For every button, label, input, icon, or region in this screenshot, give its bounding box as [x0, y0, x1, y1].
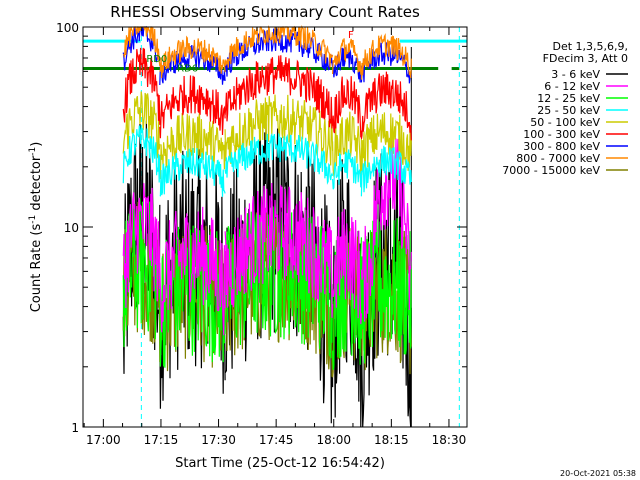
- legend-label-4: 50 - 100 keV: [530, 116, 600, 129]
- legend-label-8: 7000 - 15000 keV: [502, 164, 600, 177]
- plot-area: RD0 RD6 F: [83, 24, 467, 428]
- x-tick-label-5: 18:15: [374, 433, 409, 447]
- annotation-1: RD6: [177, 63, 198, 74]
- legend-label-7: 800 - 7000 keV: [516, 152, 600, 165]
- y-tick-label-1: 10: [64, 221, 79, 235]
- annotation-0: RD0: [146, 54, 167, 65]
- y-axis-label-sup1: -1: [28, 215, 38, 224]
- y-axis-label-mid: detector: [29, 155, 44, 215]
- legend-label-5: 100 - 300 keV: [523, 128, 600, 141]
- x-axis: 17:00 17:15 17:30 17:45 18:00 18:15 18:30: [83, 27, 467, 447]
- y-axis: 1 10 100: [56, 21, 467, 435]
- series-line-12-25-kev: [122, 197, 412, 370]
- legend-label-0: 3 - 6 keV: [551, 68, 600, 81]
- legend-header-0: Det 1,3,5,6,9,: [552, 40, 628, 53]
- legend-label-6: 300 - 800 keV: [523, 140, 600, 153]
- legend-label-1: 6 - 12 keV: [544, 80, 600, 93]
- annotation-2: F: [348, 30, 354, 41]
- x-tick-label-3: 17:45: [259, 433, 294, 447]
- generation-timestamp: 20-Oct-2021 05:38: [560, 469, 636, 478]
- series-line-50-100-kev: [122, 91, 412, 180]
- x-tick-label-1: 17:15: [144, 433, 179, 447]
- series-line-100-300-kev: [122, 47, 412, 141]
- series-line-6-12-kev: [122, 133, 412, 336]
- series-line-25-50-kev: [122, 124, 412, 197]
- x-tick-label-0: 17:00: [86, 433, 121, 447]
- chart-title: RHESSI Observing Summary Count Rates: [110, 3, 420, 21]
- y-axis-label: Count Rate (s-1 detector-1): [28, 142, 44, 313]
- y-axis-label-sup2: -1: [28, 147, 38, 156]
- legend-header-1: FDecim 3, Att 0: [543, 52, 628, 65]
- y-axis-label-end: ): [29, 142, 44, 147]
- x-axis-label: Start Time (25-Oct-12 16:54:42): [175, 456, 385, 471]
- legend-label-3: 25 - 50 keV: [537, 104, 600, 117]
- legend-label-2: 12 - 25 keV: [537, 92, 600, 105]
- y-axis-label-main: Count Rate (s: [29, 224, 44, 313]
- legend: Det 1,3,5,6,9,FDecim 3, Att 0 3 - 6 keV6 …: [502, 40, 628, 177]
- y-tick-label-2: 100: [56, 21, 79, 35]
- x-tick-label-6: 18:30: [432, 433, 467, 447]
- x-tick-label-4: 18:00: [316, 433, 351, 447]
- x-tick-label-2: 17:30: [201, 433, 236, 447]
- y-tick-label-0: 1: [71, 421, 79, 435]
